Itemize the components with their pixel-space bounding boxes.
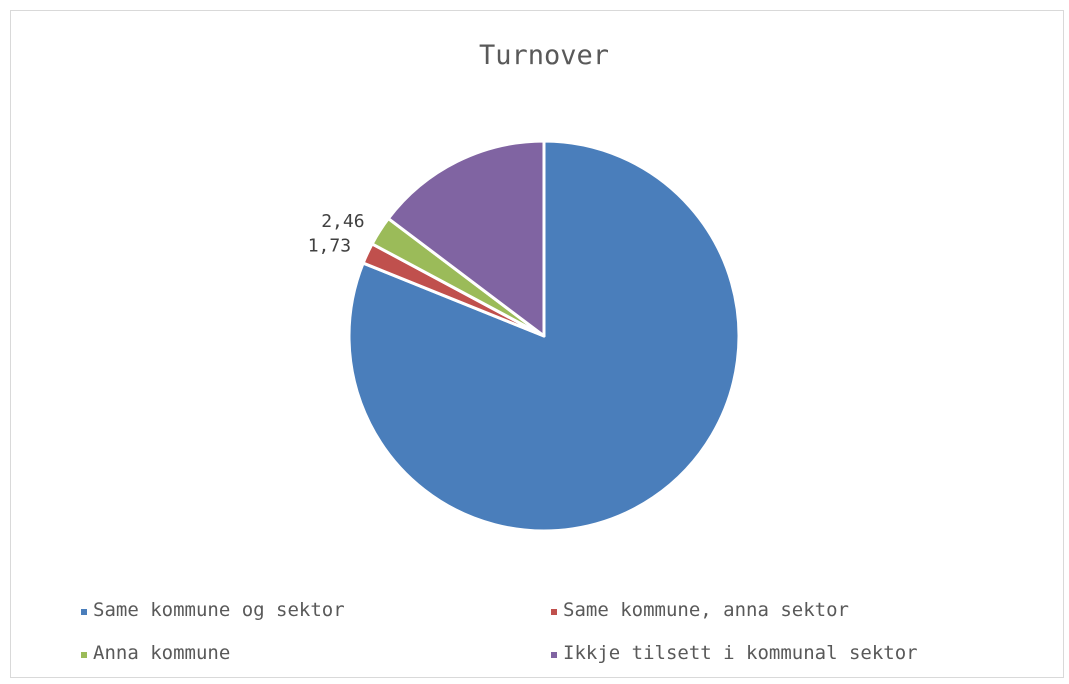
legend-label-same-kommune-og-sektor: Same kommune og sektor <box>93 599 345 621</box>
legend-swatch-same-kommune-og-sektor <box>81 609 87 615</box>
legend-swatch-same-kommune-anna-sektor <box>551 609 557 615</box>
legend: Same kommune og sektor Same kommune, anna… <box>81 599 918 664</box>
legend-label-anna-kommune: Anna kommune <box>93 642 230 664</box>
pie-chart: Turnover 1,73 2,46 Same kommune og sektor… <box>81 40 918 664</box>
legend-swatch-ikkje-tilsett-i-kommunal-sektor <box>551 652 557 658</box>
legend-label-same-kommune-anna-sektor: Same kommune, anna sektor <box>563 599 849 621</box>
legend-swatch-anna-kommune <box>81 652 87 658</box>
chart-frame: Turnover 1,73 2,46 Same kommune og sektor… <box>10 10 1064 678</box>
data-labels: 1,73 2,46 <box>308 211 365 257</box>
pie-slice-ikkje-tilsett-i-kommunal-sektor <box>386 139 546 338</box>
data-label-same-kommune-anna-sektor: 1,73 <box>308 236 351 257</box>
legend-label-ikkje-tilsett-i-kommunal-sektor: Ikkje tilsett i kommunal sektor <box>563 642 918 664</box>
data-label-anna-kommune: 2,46 <box>321 211 364 232</box>
chart-title: Turnover <box>479 40 609 71</box>
pie-slices <box>347 139 741 533</box>
